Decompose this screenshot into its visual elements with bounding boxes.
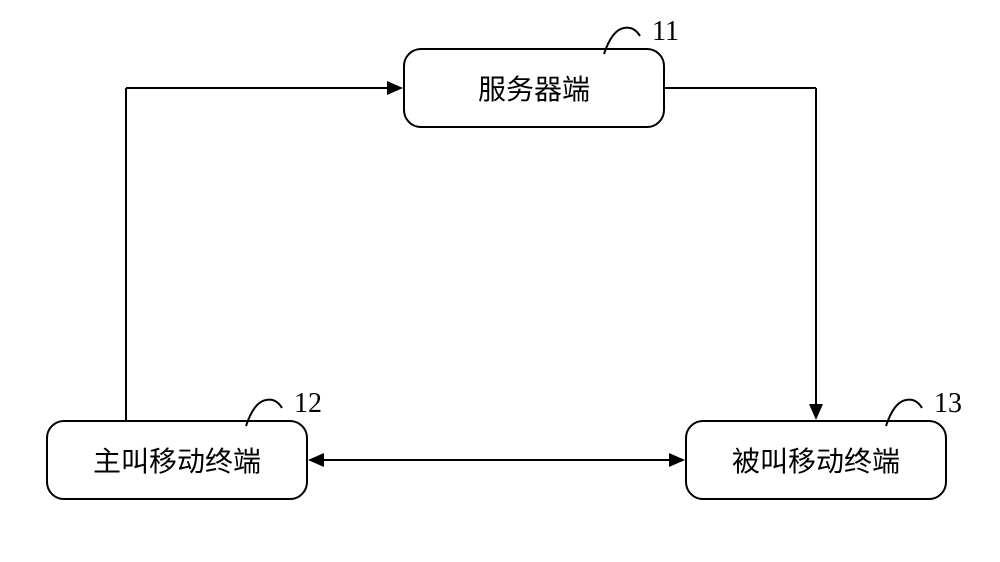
ref-curve-13 <box>880 394 928 430</box>
node-server-label: 服务器端 <box>478 68 590 108</box>
node-callee-label: 被叫移动终端 <box>732 440 900 480</box>
edge-caller-callee-bidirectional <box>308 453 685 467</box>
ref-label-13: 13 <box>934 388 962 420</box>
ref-curve-11 <box>598 22 646 58</box>
edge-server-to-callee <box>665 88 823 420</box>
ref-curve-12 <box>240 394 288 430</box>
ref-label-12: 12 <box>294 388 322 420</box>
node-caller: 主叫移动终端 <box>46 420 308 500</box>
node-server: 服务器端 <box>403 48 665 128</box>
ref-label-11: 11 <box>652 16 679 48</box>
node-caller-label: 主叫移动终端 <box>93 440 261 480</box>
node-callee: 被叫移动终端 <box>685 420 947 500</box>
edge-caller-to-server <box>126 81 403 420</box>
